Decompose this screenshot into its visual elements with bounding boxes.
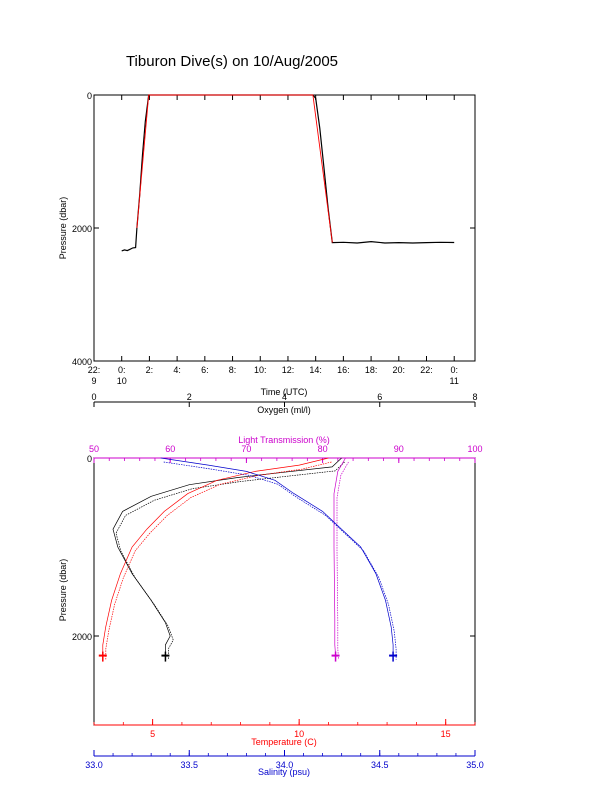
temperature-tick-label: 10 <box>294 729 304 739</box>
timeline-x-tick-sublabel: 11 <box>450 376 459 386</box>
timeline-x-ticks: 22:90:102: 4: 6: 8: 10: 12: 14: 16: 18: 20: 22: 0:1… <box>88 95 459 386</box>
oxygen-tick-label: 8 <box>472 392 477 402</box>
timeline-x-tick-label: 10: <box>254 365 267 375</box>
timeline-y-axis-label: Pressure (dbar) <box>58 197 68 260</box>
salinity-profile-line <box>163 461 397 660</box>
light-transmission-profile-line <box>336 461 349 660</box>
oxygen-profile-line <box>112 457 342 656</box>
oxygen-tick-label: 2 <box>187 392 192 402</box>
timeline-series-line <box>121 94 455 252</box>
timeline-y-tick-label: 2000 <box>72 224 92 234</box>
oxygen-axis-label: Oxygen (ml/l) <box>257 405 311 415</box>
timeline-x-tick-sublabel: 9 <box>91 376 96 386</box>
timeline-x-tick-label: 6: <box>201 365 209 375</box>
salinity-tick-label: 33.5 <box>180 760 198 770</box>
profile-y-tick-label: 2000 <box>72 632 92 642</box>
timeline-x-tick-label: 14: <box>309 365 322 375</box>
profile-plot-frame <box>93 457 476 726</box>
salinity-tick-label: 33.0 <box>85 760 103 770</box>
timeline-x-tick-label: 16: <box>337 365 350 375</box>
light-tick-label: 90 <box>394 444 404 454</box>
profile-chart: 0 2000 0 2 4 6 8 50 60 70 80 90 100 5 10 15 33.0 33.5 34.0… <box>58 392 484 777</box>
timeline-x-tick-label: 2: <box>146 365 154 375</box>
timeline-y-tick-label: 4000 <box>72 357 92 367</box>
timeline-y-ticks: 0 2000 4000 <box>72 91 475 367</box>
light-transmission-axis-label: Light Transmission (%) <box>238 435 330 445</box>
light-transmission-profile-line <box>333 457 346 656</box>
oxygen-profile-line <box>115 461 345 660</box>
salinity-axis-label: Salinity (psu) <box>258 767 310 777</box>
timeline-y-tick-label: 0 <box>87 91 92 101</box>
salinity-tick-label: 34.5 <box>371 760 389 770</box>
temperature-profile-line <box>105 461 332 660</box>
oxygen-tick-label: 6 <box>377 392 382 402</box>
timeline-x-tick-label: 18: <box>365 365 378 375</box>
temperature-tick-label: 15 <box>441 729 451 739</box>
light-tick-label: 60 <box>165 444 175 454</box>
dive-timeline-chart: 22:90:102: 4: 6: 8: 10: 12: 14: 16: 18: 20: 22: 0:1… <box>58 91 476 397</box>
timeline-x-tick-label: 12: <box>282 365 295 375</box>
timeline-x-tick-label: 20: <box>393 365 406 375</box>
timeline-series <box>121 94 455 252</box>
oxygen-tick-label: 0 <box>91 392 96 402</box>
temperature-axis-label: Temperature (C) <box>251 737 317 747</box>
salinity-tick-label: 34.0 <box>276 760 294 770</box>
timeline-x-axis-label: Time (UTC) <box>261 387 308 397</box>
profile-axes: 0 2000 0 2 4 6 8 50 60 70 80 90 100 5 10 15 33.0 33.5 34.0… <box>72 392 484 770</box>
timeline-x-tick-sublabel: 10 <box>117 376 127 386</box>
timeline-x-tick-label: 22: <box>420 365 433 375</box>
oxygen-tick-label: 4 <box>282 392 287 402</box>
timeline-x-tick-label: 0: <box>118 365 126 375</box>
timeline-x-tick-label: 8: <box>229 365 237 375</box>
timeline-x-tick-label: 22: <box>88 365 101 375</box>
page-title: Tiburon Dive(s) on 10/Aug/2005 <box>126 53 338 70</box>
temperature-profile-line <box>102 457 329 656</box>
light-tick-label: 80 <box>318 444 328 454</box>
temperature-tick-label: 5 <box>150 729 155 739</box>
light-tick-label: 100 <box>467 444 482 454</box>
light-tick-label: 70 <box>241 444 251 454</box>
timeline-series-line <box>136 94 333 243</box>
salinity-tick-label: 35.0 <box>466 760 484 770</box>
profile-y-axis-label: Pressure (dbar) <box>58 559 68 622</box>
salinity-profile-line <box>160 457 394 656</box>
timeline-x-tick-label: 0: <box>450 365 458 375</box>
timeline-x-tick-label: 4: <box>173 365 181 375</box>
profile-y-tick-label: 0 <box>87 454 92 464</box>
light-tick-label: 50 <box>89 444 99 454</box>
profile-series <box>98 457 398 662</box>
timeline-plot-frame <box>93 94 476 362</box>
